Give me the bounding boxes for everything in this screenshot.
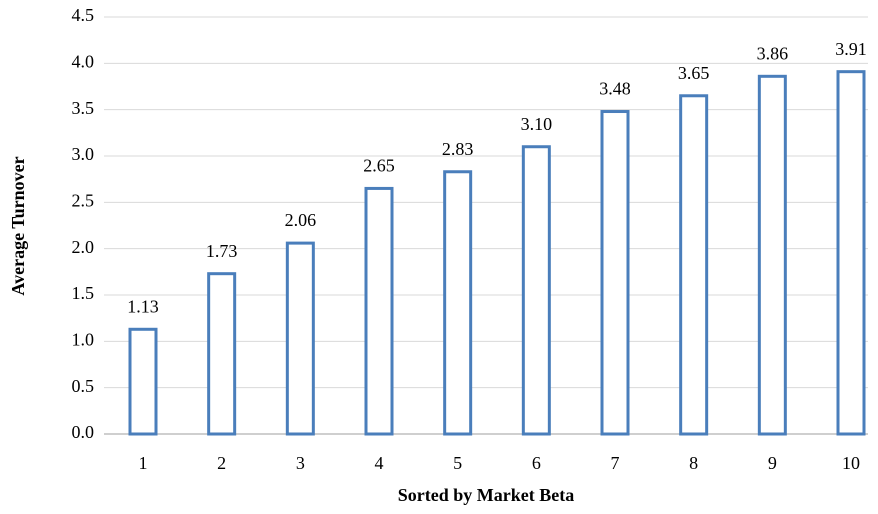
value-label: 2.65 <box>363 156 395 176</box>
y-tick-label: 2.0 <box>72 237 95 257</box>
bar <box>600 110 630 436</box>
y-tick-label: 4.5 <box>72 5 95 25</box>
value-label: 2.83 <box>442 139 474 159</box>
y-tick-label: 0.5 <box>72 376 95 396</box>
bar <box>285 241 315 436</box>
value-label: 3.48 <box>599 79 631 99</box>
x-tick-label: 7 <box>611 453 620 473</box>
bar <box>757 74 787 436</box>
x-tick-label: 5 <box>453 453 462 473</box>
y-tick-label: 3.0 <box>72 144 95 164</box>
value-label: 3.91 <box>835 39 867 59</box>
y-tick-label: 4.0 <box>72 51 95 71</box>
value-label: 1.13 <box>127 296 159 316</box>
bar <box>679 94 709 436</box>
value-label: 1.73 <box>206 241 238 261</box>
bar <box>836 70 866 436</box>
value-label: 3.10 <box>521 114 553 134</box>
bar <box>128 327 158 436</box>
bar <box>443 170 473 436</box>
y-tick-label: 1.0 <box>72 329 95 349</box>
x-tick-label: 6 <box>532 453 541 473</box>
bar <box>521 145 551 436</box>
x-tick-label: 4 <box>375 453 384 473</box>
y-tick-label: 2.5 <box>72 190 95 210</box>
bar <box>364 186 394 436</box>
value-label: 2.06 <box>285 210 317 230</box>
bar <box>207 272 237 436</box>
x-tick-label: 2 <box>217 453 226 473</box>
x-tick-label: 8 <box>689 453 698 473</box>
value-label: 3.65 <box>678 63 710 83</box>
x-tick-label: 9 <box>768 453 777 473</box>
y-tick-label: 3.5 <box>72 98 95 118</box>
x-axis-title: Sorted by Market Beta <box>398 485 574 505</box>
y-tick-label: 0.0 <box>72 422 95 442</box>
value-label: 3.86 <box>757 43 789 63</box>
y-axis-title: Average Turnover <box>8 156 28 295</box>
x-tick-label: 1 <box>139 453 148 473</box>
x-tick-label: 3 <box>296 453 305 473</box>
x-tick-label: 10 <box>842 453 860 473</box>
y-tick-label: 1.5 <box>72 283 95 303</box>
